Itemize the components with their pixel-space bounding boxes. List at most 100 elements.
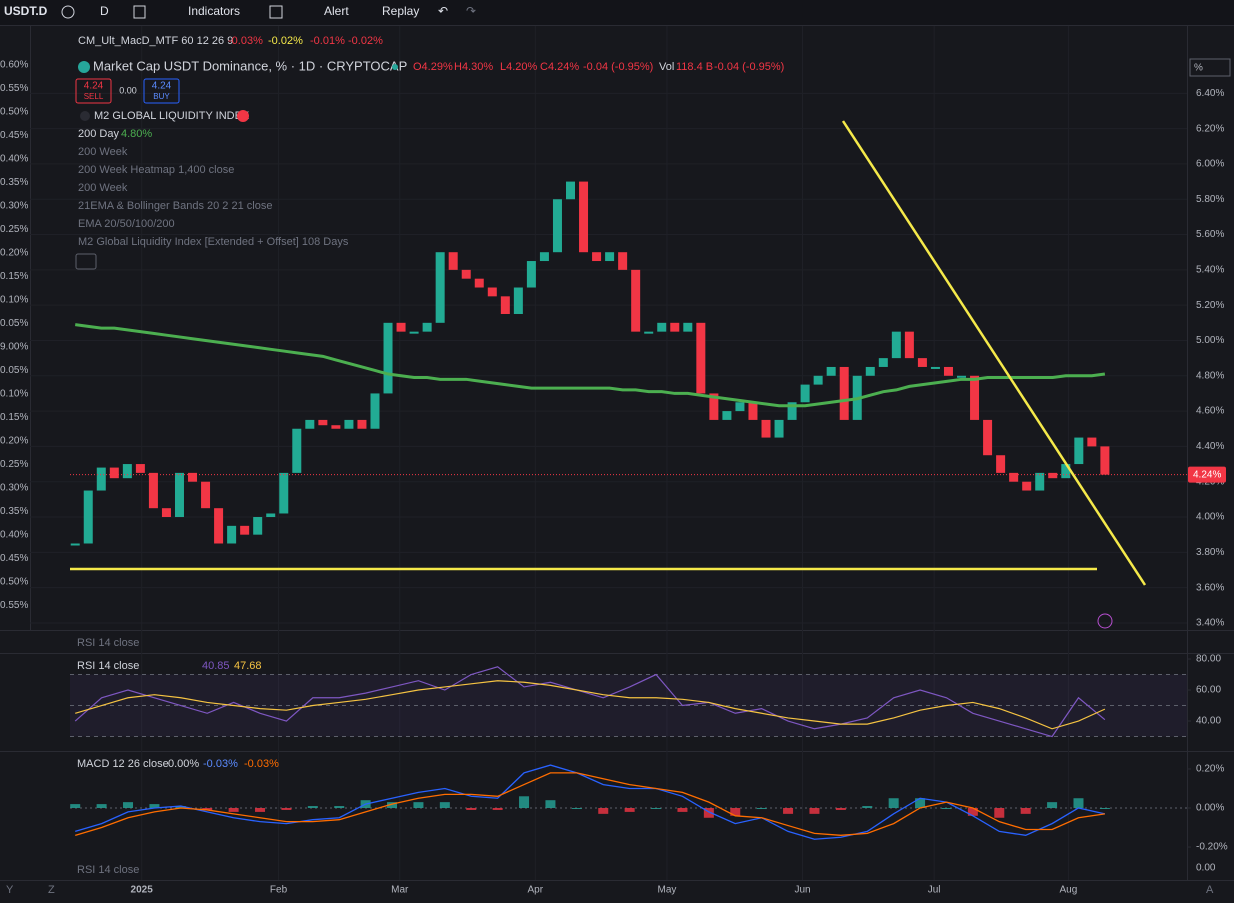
ohlc: O4.29%: [413, 61, 453, 73]
moving-average: [75, 323, 1106, 408]
left-axis-label: 0.05%: [0, 365, 28, 376]
left-axis-label: 0.20%: [0, 436, 28, 447]
corner-button[interactable]: A: [1206, 884, 1214, 896]
histogram-bar: [624, 808, 635, 812]
collapse-button[interactable]: [75, 253, 97, 270]
candle: [435, 252, 445, 323]
left-axis-label: 0.60%: [0, 60, 28, 71]
y-tick-label: 5.00%: [1196, 335, 1224, 346]
candle: [1022, 481, 1032, 491]
candle: [1074, 437, 1084, 465]
indicator-line: [75, 764, 1106, 840]
candle: [188, 472, 198, 482]
sell-price[interactable]: 4.24: [84, 81, 104, 92]
buy-label[interactable]: BUY: [153, 92, 170, 101]
y-tick-label: 6.00%: [1196, 159, 1224, 170]
candle: [839, 366, 849, 420]
candle: [1087, 437, 1097, 447]
candle: [826, 366, 836, 376]
left-axis-label: 0.45%: [0, 130, 28, 141]
candle: [526, 261, 536, 288]
interval[interactable]: D: [100, 4, 109, 18]
event-icon[interactable]: [1097, 613, 1113, 629]
scale-box[interactable]: [1189, 58, 1231, 77]
candle: [174, 472, 184, 518]
left-axis-label: 0.35%: [0, 506, 28, 517]
y-tick-label: -0.20%: [1196, 842, 1228, 853]
undo[interactable]: ↶: [438, 4, 448, 18]
candle: [70, 543, 80, 546]
candle: [461, 269, 471, 279]
add-symbol[interactable]: [61, 5, 75, 19]
candle: [513, 287, 523, 314]
sell-button[interactable]: [75, 78, 112, 104]
candle: [279, 472, 289, 514]
histogram-bar: [703, 808, 714, 818]
macd-value: -0.03%: [244, 758, 279, 770]
y-tick-label: 4.80%: [1196, 370, 1224, 381]
candle: [253, 517, 263, 535]
candle: [761, 419, 771, 438]
hidden-indicator[interactable]: 21EMA & Bollinger Bands 20 2 21 close: [78, 200, 272, 212]
y-tick-label: 5.80%: [1196, 194, 1224, 205]
candle: [344, 419, 354, 429]
candle: [1009, 472, 1019, 482]
candle: [448, 252, 458, 270]
candle: [201, 481, 211, 509]
spread: 0.00: [119, 85, 137, 95]
corner-button[interactable]: Y: [6, 884, 14, 896]
overlay-label: RSI 14 close: [77, 864, 139, 876]
hidden-indicator[interactable]: 200 Week Heatmap 1,400 close: [78, 164, 234, 176]
symbol[interactable]: USDT.D: [4, 4, 48, 18]
left-axis-label: 0.50%: [0, 107, 28, 118]
y-tick-label: 5.40%: [1196, 264, 1224, 275]
candle: [970, 375, 980, 420]
indicator-line: [75, 772, 1105, 836]
candle: [109, 467, 119, 479]
candle: [618, 252, 628, 270]
candle: [396, 322, 406, 332]
hidden-indicator[interactable]: M2 Global Liquidity Index [Extended + Of…: [78, 236, 349, 248]
candle: [709, 393, 719, 420]
candle: [552, 199, 562, 253]
last-price-tag: [1188, 466, 1226, 483]
candle: [904, 331, 914, 359]
scale-unit[interactable]: %: [1194, 63, 1203, 74]
y-tick-label: 3.80%: [1196, 547, 1224, 558]
histogram-bar: [466, 808, 477, 810]
toolbar: [0, 0, 1234, 25]
candle: [565, 181, 575, 200]
histogram-bar: [915, 798, 926, 808]
replay-button[interactable]: Replay: [382, 4, 419, 18]
histogram-bar: [783, 808, 794, 814]
rsi-title: RSI 14 close: [77, 660, 139, 672]
left-axis-label: 0.20%: [0, 248, 28, 259]
chart-type[interactable]: [133, 5, 146, 19]
hidden-indicator[interactable]: 200 Week: [78, 146, 128, 158]
y-tick-label: 6.40%: [1196, 88, 1224, 99]
redo[interactable]: ↷: [466, 4, 476, 18]
macd-value: -0.03%: [203, 758, 238, 770]
buy-price[interactable]: 4.24: [152, 81, 172, 92]
mtf-title: CM_Ult_MacD_MTF 60 12 26 9: [78, 35, 233, 47]
left-axis-label: 0.35%: [0, 177, 28, 188]
left-axis-label: 0.15%: [0, 271, 28, 282]
x-tick-label: May: [657, 885, 676, 896]
trend-line[interactable]: [841, 120, 1147, 586]
candle: [1048, 472, 1058, 479]
alert-button[interactable]: Alert: [324, 4, 349, 18]
sell-label[interactable]: SELL: [84, 92, 104, 101]
left-axis-label: 9.00%: [0, 342, 28, 353]
y-tick-label: 0.20%: [1196, 764, 1224, 775]
corner-button[interactable]: Z: [48, 884, 55, 896]
candle: [161, 508, 171, 518]
candle: [943, 366, 953, 376]
buy-button[interactable]: [143, 78, 180, 104]
hidden-indicator[interactable]: 200 Week: [78, 182, 128, 194]
warning-icon[interactable]: [237, 110, 249, 122]
histogram-bar: [255, 808, 266, 812]
layouts-button[interactable]: [269, 5, 283, 19]
indicators-button[interactable]: Indicators: [188, 4, 240, 18]
hidden-indicator[interactable]: EMA 20/50/100/200: [78, 218, 175, 230]
